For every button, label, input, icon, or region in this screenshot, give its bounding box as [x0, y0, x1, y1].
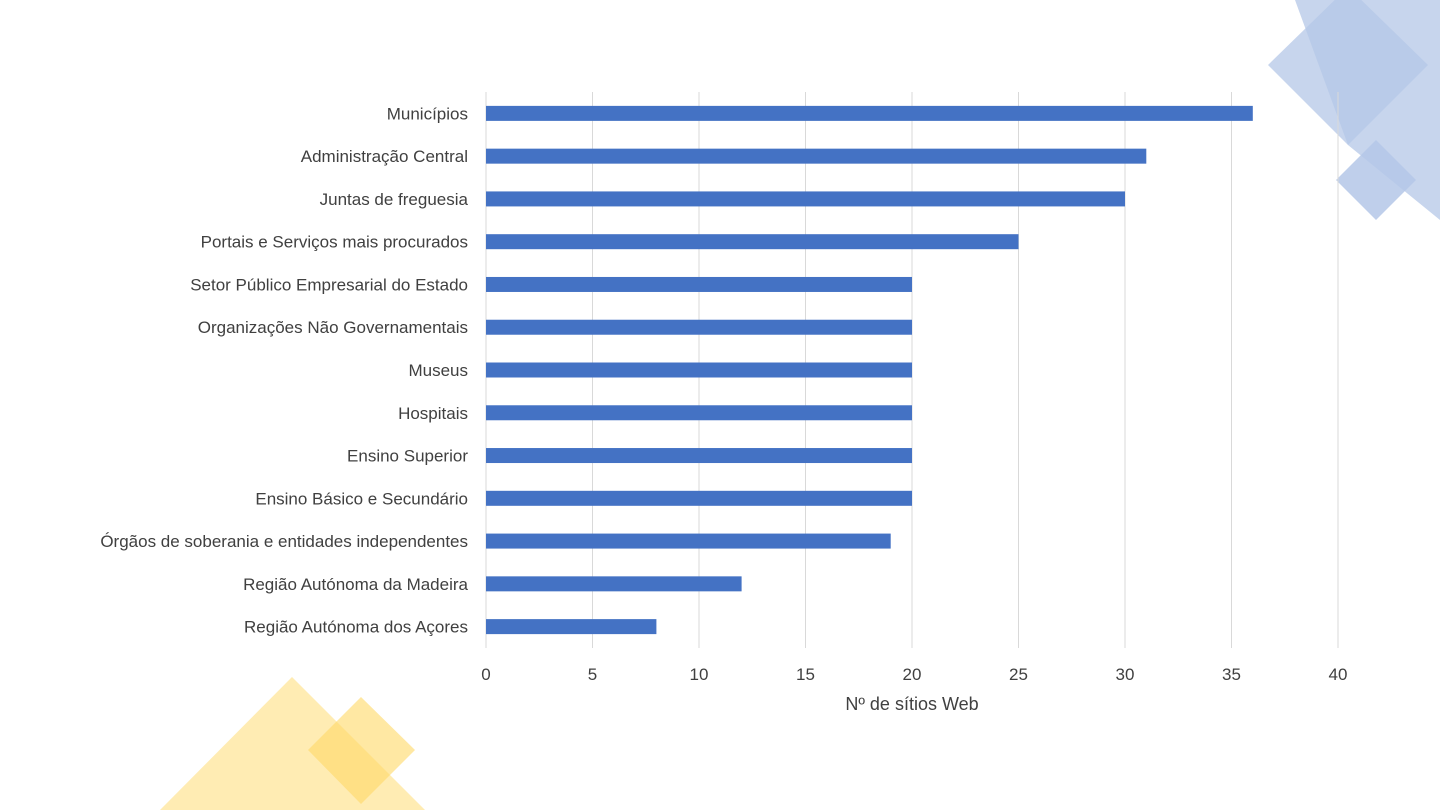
x-tick-label: 30 [1116, 665, 1135, 684]
bar [486, 191, 1125, 207]
category-label: Órgãos de soberania e entidades independ… [100, 532, 468, 551]
category-label: Região Autónoma da Madeira [243, 575, 468, 594]
category-label: Hospitais [398, 404, 468, 423]
x-tick-label: 40 [1329, 665, 1348, 684]
bar [486, 319, 912, 335]
bar [486, 276, 912, 292]
category-label: Setor Público Empresarial do Estado [190, 275, 468, 294]
decor-blue-shapes [1268, 0, 1440, 220]
decor-blue-rect-top [1295, 0, 1440, 220]
category-label: Região Autónoma dos Açores [244, 618, 468, 637]
category-label: Portais e Serviços mais procurados [201, 233, 468, 252]
bar [486, 490, 912, 506]
decor-blue-diamond-small [1336, 140, 1416, 220]
x-tick-label: 15 [796, 665, 815, 684]
x-tick-label: 25 [1009, 665, 1028, 684]
decor-yellow-diamond [308, 697, 415, 804]
x-tick-label: 10 [690, 665, 709, 684]
bar [486, 619, 657, 635]
decor-yellow-shapes [160, 677, 425, 810]
category-label: Ensino Superior [347, 447, 468, 466]
bar [486, 533, 891, 549]
category-labels: Municípios Administração Central Juntas de… [100, 104, 468, 636]
x-axis-title: Nº de sítios Web [845, 694, 978, 714]
bar [486, 448, 912, 464]
x-tick-label: 35 [1222, 665, 1241, 684]
x-tick-labels: 0 5 10 15 20 25 30 35 40 [481, 665, 1347, 684]
category-label: Juntas de freguesia [320, 190, 469, 209]
category-label: Ensino Básico e Secundário [255, 489, 468, 508]
bar [486, 148, 1147, 164]
bar [486, 234, 1019, 250]
bar [486, 105, 1253, 121]
x-tick-label: 20 [903, 665, 922, 684]
category-label: Municípios [387, 104, 468, 123]
bars [486, 105, 1253, 635]
x-tick-label: 5 [588, 665, 597, 684]
category-label: Museus [408, 361, 468, 380]
x-tick-label: 0 [481, 665, 490, 684]
category-label: Administração Central [301, 147, 468, 166]
category-label: Organizações Não Governamentais [198, 318, 468, 337]
bar [486, 362, 912, 378]
bar [486, 576, 742, 592]
bar [486, 405, 912, 421]
